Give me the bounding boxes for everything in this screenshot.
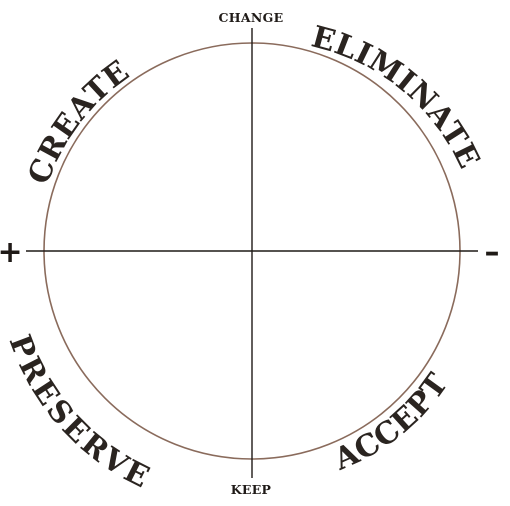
minus-sign: – bbox=[485, 235, 500, 270]
quadrant-label-preserve: PRESERVE bbox=[2, 330, 155, 495]
quadrant-label-eliminate: ELIMINATE bbox=[308, 20, 486, 175]
quadrant-label-accept: ACCEPT bbox=[328, 367, 455, 478]
plus-sign: + bbox=[0, 235, 23, 270]
quadrant-label-create: CREATE bbox=[22, 54, 136, 189]
axis-label-change: CHANGE bbox=[219, 10, 284, 25]
axis-label-keep: KEEP bbox=[231, 482, 272, 497]
